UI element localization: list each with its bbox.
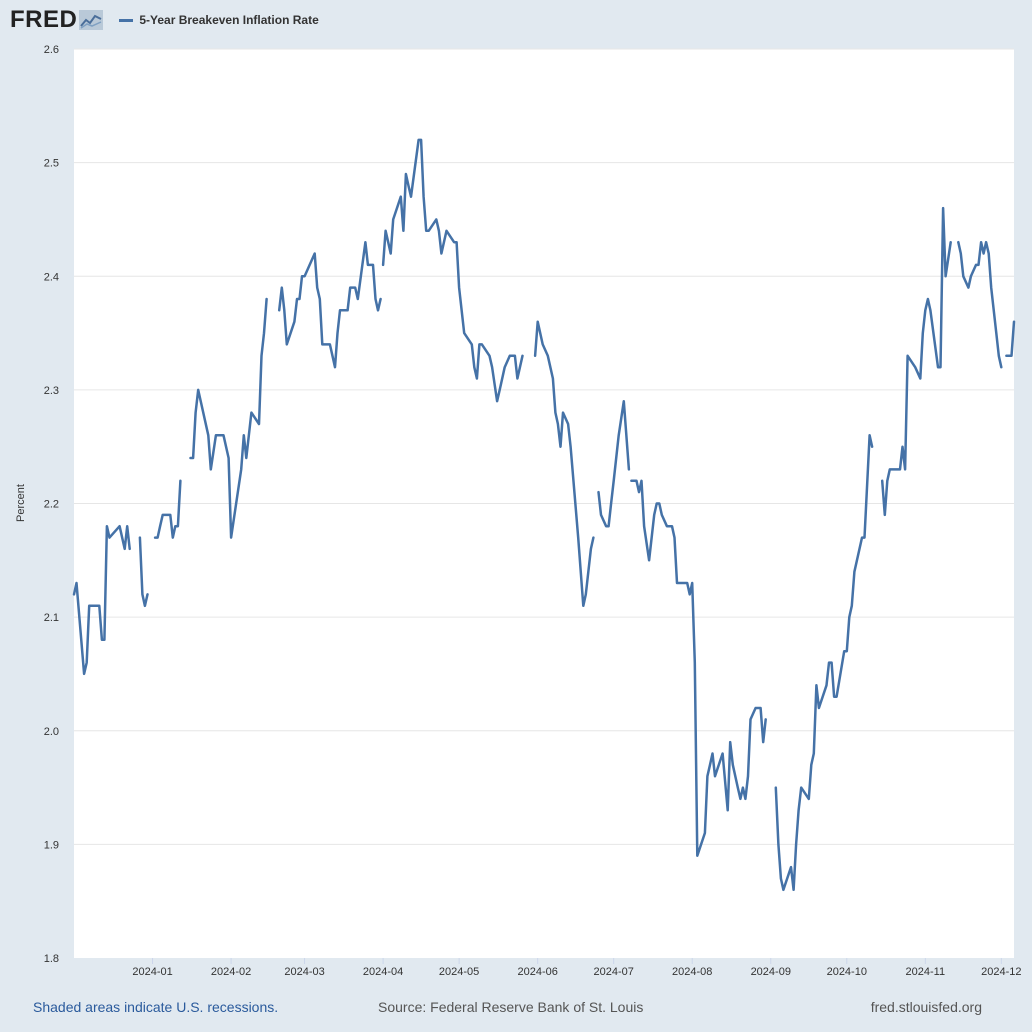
x-tick-label: 2024-05: [439, 966, 479, 978]
x-tick-label: 2024-09: [751, 966, 791, 978]
fred-logo-graph-icon: [79, 10, 104, 30]
y-axis-ticks: 1.8 1.9 2.0 2.1 2.2 2.3 2.4 2.5 2.6: [44, 44, 59, 965]
y-tick-label: 2.3: [44, 385, 59, 397]
x-tick-label: 2024-04: [363, 966, 403, 978]
y-tick-label: 1.9: [44, 839, 59, 851]
series-line[interactable]: [72, 138, 1016, 892]
x-tick-label: 2024-01: [132, 966, 172, 978]
x-tick-label: 2024-07: [593, 966, 633, 978]
x-tick-label: 2024-02: [211, 966, 251, 978]
x-tick-label: 2024-10: [827, 966, 867, 978]
x-tick-label: 2024-06: [517, 966, 557, 978]
series-line-segment[interactable]: [277, 240, 382, 369]
chart-legend[interactable]: 5-Year Breakeven Inflation Rate: [119, 13, 319, 27]
series-line-segment[interactable]: [880, 206, 952, 517]
fred-logo[interactable]: FRED: [10, 6, 104, 34]
series-line-segment[interactable]: [1005, 320, 1016, 358]
legend-swatch: [119, 18, 134, 22]
y-tick-label: 1.8: [44, 953, 59, 965]
chart-header: FRED 5-Year Breakeven Inflation Rate: [10, 6, 319, 34]
series-line-segment[interactable]: [597, 399, 631, 528]
x-tick-label: 2024-03: [284, 966, 324, 978]
y-tick-label: 2.5: [44, 158, 59, 170]
series-line-segment[interactable]: [153, 479, 182, 539]
legend-label: 5-Year Breakeven Inflation Rate: [139, 13, 319, 27]
recessions-note-link[interactable]: Shaded areas indicate U.S. recessions.: [33, 999, 279, 1015]
series-line-segment[interactable]: [630, 479, 767, 857]
series-line-segment[interactable]: [189, 297, 268, 539]
y-tick-label: 2.0: [44, 726, 59, 738]
y-axis-label: Percent: [15, 484, 27, 522]
series-line-segment[interactable]: [533, 320, 595, 608]
source-text: Source: Federal Reserve Bank of St. Loui…: [378, 999, 644, 1015]
y-tick-label: 2.6: [44, 44, 59, 56]
y-tick-label: 2.4: [44, 271, 59, 283]
series-line-segment[interactable]: [381, 138, 524, 403]
fred-logo-text: FRED: [10, 6, 78, 33]
y-tick-label: 2.2: [44, 499, 59, 511]
x-tick-label: 2024-12: [981, 966, 1021, 978]
x-axis-ticks: 2024-01 2024-02 2024-03 2024-04 2024-05 2024-…: [132, 958, 1022, 978]
series-line-segment[interactable]: [957, 240, 1003, 369]
x-tick-label: 2024-11: [906, 966, 946, 978]
site-link[interactable]: fred.stlouisfed.org: [870, 999, 982, 1015]
series-line-segment[interactable]: [72, 524, 131, 676]
series-line-segment[interactable]: [138, 536, 149, 608]
y-tick-label: 2.1: [44, 612, 59, 624]
series-line-segment[interactable]: [774, 434, 874, 892]
x-tick-label: 2024-08: [672, 966, 712, 978]
